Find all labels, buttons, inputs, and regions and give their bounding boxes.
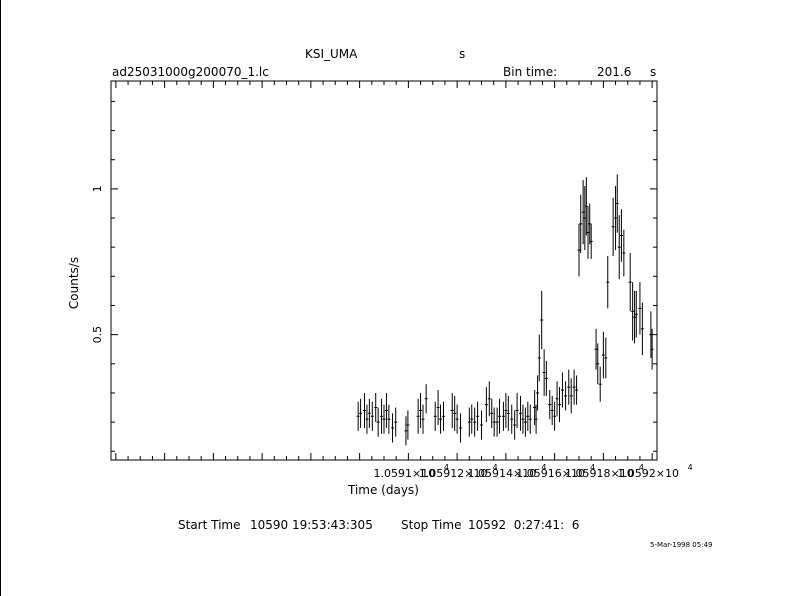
x-tick-exponent: 4 <box>688 463 693 472</box>
start-time-value: 10590 19:53:43:305 <box>250 518 373 532</box>
object-name: KSI_UMA <box>305 47 358 61</box>
x-tick-exponent: 4 <box>444 463 449 472</box>
x-axis-label: Time (days) <box>348 483 419 497</box>
y-axis-label: Counts/s <box>67 256 81 310</box>
x-tick-exponent: 4 <box>639 463 644 472</box>
x-tick-label: 1.05916×10 <box>516 467 585 480</box>
bin-time-unit: s <box>650 65 657 79</box>
object-unit: s <box>459 47 466 61</box>
plot-frame <box>110 80 658 461</box>
stop-time-label: Stop Time <box>401 518 462 532</box>
x-tick-label: 1.0591×10 <box>374 467 436 480</box>
bin-time-value: 201.6 <box>597 65 632 79</box>
stop-time-value: 10592 0:27:41: 6 <box>468 518 580 532</box>
window-border-left <box>0 0 1 596</box>
x-tick-label: 1.05918×10 <box>565 467 634 480</box>
y-tick-label: 0.5 <box>91 326 104 344</box>
x-tick-exponent: 4 <box>493 463 498 472</box>
x-tick-exponent: 4 <box>541 463 546 472</box>
file-name: ad25031000g200070_1.lc <box>112 65 269 79</box>
x-tick-label: 1.0592×10 <box>617 467 679 480</box>
y-tick-label: 1 <box>91 185 104 192</box>
start-time-label: Start Time <box>178 518 241 532</box>
x-tick-exponent: 4 <box>590 463 595 472</box>
bin-time-label: Bin time: <box>503 65 558 79</box>
timestamp: 5-Mar-1998 05:49 <box>650 541 713 549</box>
x-tick-label: 1.05912×10 <box>419 467 488 480</box>
x-tick-label: 1.05914×10 <box>468 467 537 480</box>
